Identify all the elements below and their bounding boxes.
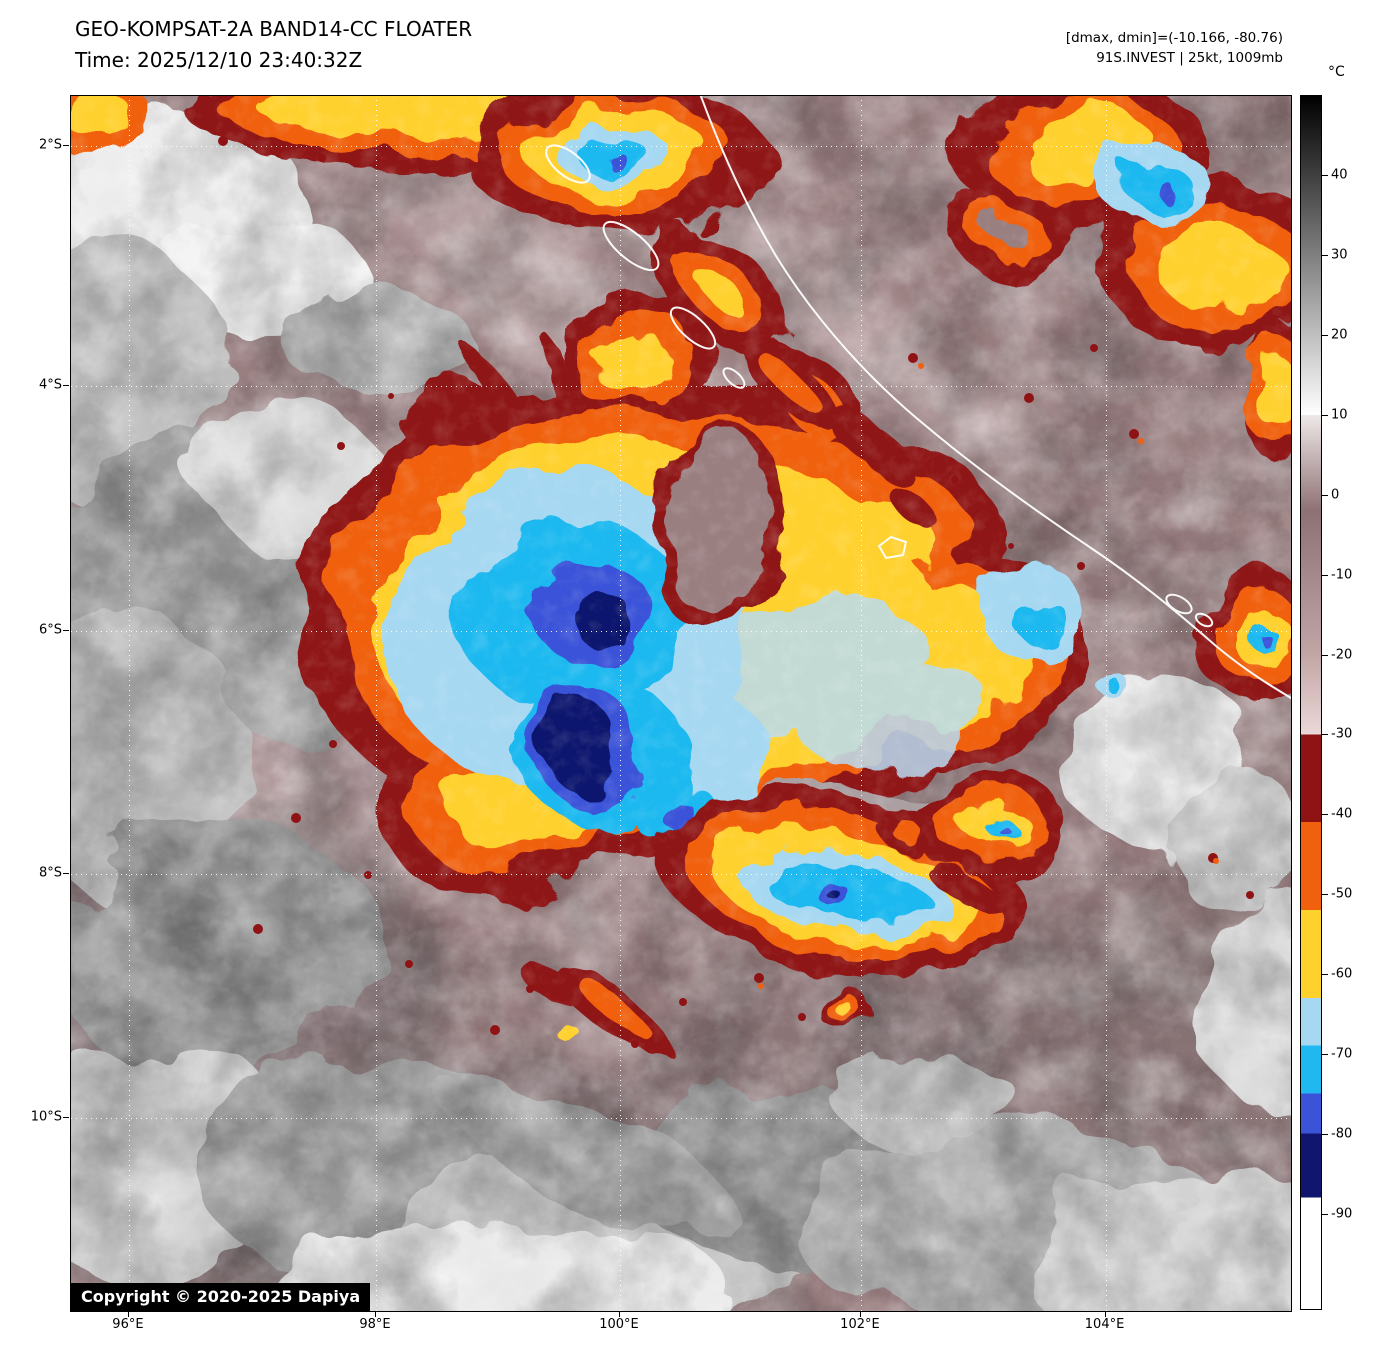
colorbar-tick-label: -30 bbox=[1331, 726, 1353, 742]
colorbar-tick-label: -90 bbox=[1331, 1206, 1353, 1222]
colorbar-tick-mark bbox=[1322, 654, 1328, 656]
longitude-tick-label: 102°E bbox=[840, 1317, 880, 1332]
map-area: Copyright © 2020-2025 Dapiya bbox=[70, 95, 1292, 1312]
colorbar-tick-mark bbox=[1322, 494, 1328, 496]
latitude-tick-label: 10°S bbox=[30, 1109, 62, 1125]
cold-speckles bbox=[218, 136, 1254, 1048]
colorbar-tick-mark bbox=[1322, 1134, 1328, 1136]
longitude-grid-line bbox=[128, 96, 130, 1311]
dmax-dmin-readout: [dmax, dmin]=(-10.166, -80.76) bbox=[1065, 30, 1283, 46]
longitude-grid-line bbox=[1105, 96, 1107, 1311]
longitude-tick-mark bbox=[619, 1311, 620, 1317]
colorbar-tick-label: -20 bbox=[1331, 647, 1353, 663]
longitude-tick-mark bbox=[375, 1311, 376, 1317]
colorbar-tick-mark bbox=[1322, 734, 1328, 736]
colorbar-tick-mark bbox=[1322, 894, 1328, 896]
latitude-tick-mark bbox=[63, 629, 69, 631]
longitude-tick-mark bbox=[859, 1311, 861, 1317]
fine-grain-overlay bbox=[71, 96, 1291, 1311]
colorbar-tick-mark bbox=[1322, 174, 1328, 176]
storm-info-readout: 91S.INVEST | 25kt, 1009mb bbox=[1096, 50, 1283, 67]
colorbar-tick-label: -80 bbox=[1331, 1126, 1353, 1142]
latitude-tick-mark bbox=[63, 145, 69, 147]
longitude-tick-label: 98°E bbox=[359, 1317, 391, 1332]
longitude-tick-label: 104°E bbox=[1084, 1317, 1125, 1332]
colorbar-strip bbox=[1301, 96, 1321, 1309]
colorbar-tick-label: 0 bbox=[1331, 487, 1340, 503]
copyright-badge: Copyright © 2020-2025 Dapiya bbox=[71, 1283, 371, 1311]
longitude-tick-mark bbox=[127, 1311, 129, 1317]
header-readouts: [dmax, dmin]=(-10.166, -80.76) 91S.INVES… bbox=[1066, 28, 1283, 69]
latitude-tick-mark bbox=[63, 1117, 69, 1119]
figure-title: GEO-KOMPSAT-2A BAND14-CC FLOATER bbox=[75, 17, 473, 41]
colorbar bbox=[1300, 95, 1322, 1310]
colorbar-tick-mark bbox=[1322, 1214, 1328, 1216]
colorbar-tick-mark bbox=[1322, 1054, 1328, 1056]
colorbar-tick-label: -40 bbox=[1331, 806, 1353, 822]
longitude-tick-label: 100°E bbox=[599, 1317, 639, 1332]
latitude-grid-line bbox=[71, 1118, 1291, 1120]
satellite-image bbox=[71, 96, 1291, 1311]
longitude-tick-label: 96°E bbox=[112, 1317, 144, 1332]
longitude-grid-line bbox=[376, 96, 377, 1311]
colorbar-tick-mark bbox=[1322, 574, 1328, 576]
latitude-tick-label: 6°S bbox=[38, 622, 62, 638]
colorbar-tick-mark bbox=[1322, 974, 1328, 976]
colorbar-tick-label: 20 bbox=[1331, 327, 1348, 343]
colorbar-tick-label: -10 bbox=[1331, 567, 1353, 583]
latitude-tick-label: 4°S bbox=[38, 377, 62, 393]
latitude-grid-line bbox=[71, 873, 1291, 875]
colorbar-tick-label: 40 bbox=[1331, 167, 1348, 183]
colorbar-tick-label: 30 bbox=[1331, 247, 1348, 263]
colorbar-tick-label: -60 bbox=[1331, 966, 1353, 982]
figure-timestamp: Time: 2025/12/10 23:40:32Z bbox=[75, 48, 363, 72]
colorbar-tick-mark bbox=[1322, 254, 1328, 256]
longitude-grid-line bbox=[860, 96, 862, 1311]
colorbar-tick-mark bbox=[1322, 414, 1328, 416]
longitude-grid-line bbox=[620, 96, 621, 1311]
latitude-grid-line bbox=[71, 146, 1291, 148]
latitude-tick-mark bbox=[63, 385, 69, 387]
latitude-tick-label: 2°S bbox=[38, 137, 62, 153]
coastline-overlay bbox=[545, 96, 1291, 700]
colorbar-tick-label: -50 bbox=[1331, 886, 1353, 902]
latitude-tick-mark bbox=[63, 872, 69, 874]
latitude-grid-line bbox=[71, 386, 1291, 388]
colorbar-tick-label: -70 bbox=[1331, 1046, 1353, 1062]
colorbar-tick-mark bbox=[1322, 814, 1328, 816]
colorbar-tick-label: 10 bbox=[1331, 407, 1348, 423]
longitude-tick-mark bbox=[1104, 1311, 1106, 1317]
colorbar-tick-mark bbox=[1322, 334, 1328, 336]
latitude-grid-line bbox=[71, 630, 1291, 632]
latitude-tick-label: 8°S bbox=[38, 865, 62, 881]
colorbar-unit-label: °C bbox=[1328, 64, 1345, 80]
